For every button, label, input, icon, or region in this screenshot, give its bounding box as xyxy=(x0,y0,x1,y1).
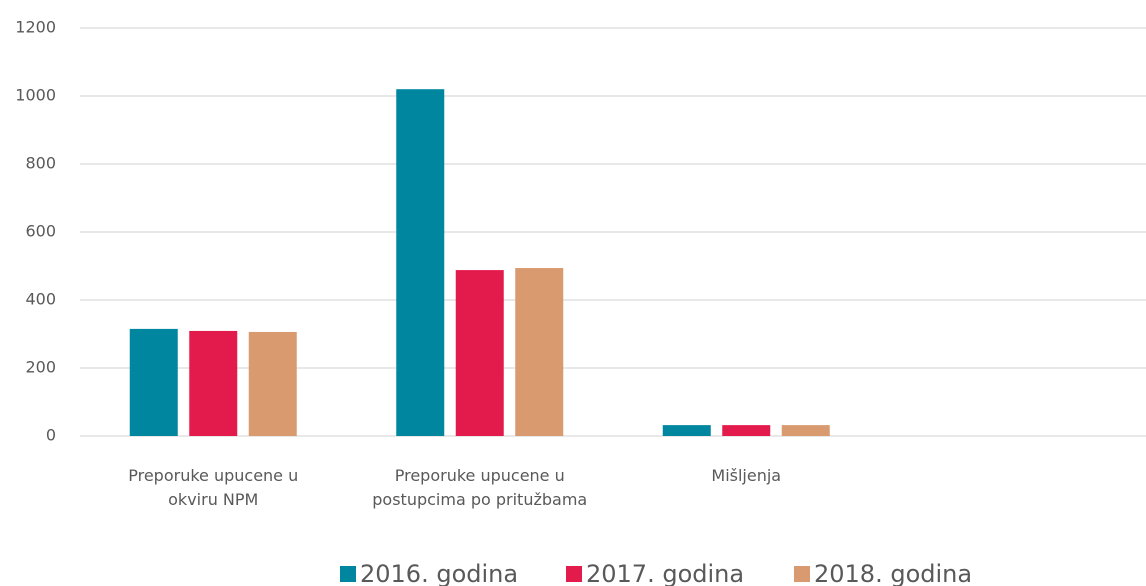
bar xyxy=(129,328,178,436)
bar xyxy=(189,330,238,436)
legend-swatch xyxy=(566,566,582,582)
bar xyxy=(781,425,830,436)
y-tick-label: 0 xyxy=(46,426,56,445)
legend-label: 2017. godina xyxy=(586,560,744,586)
bar xyxy=(455,270,504,436)
x-tick-label: Preporuke upucene u okviru NPM xyxy=(128,466,299,509)
bar xyxy=(248,331,297,436)
bar xyxy=(722,425,771,436)
bar xyxy=(396,89,445,436)
y-tick-label: 200 xyxy=(25,358,56,377)
y-tick-label: 400 xyxy=(25,290,56,309)
bar xyxy=(662,425,711,436)
y-tick-label: 600 xyxy=(25,222,56,241)
x-tick-label: Mišljenja xyxy=(711,466,782,485)
x-tick-label: Preporuke upucene u postupcima po prituž… xyxy=(372,466,588,509)
legend-label: 2018. godina xyxy=(814,560,972,586)
y-tick-label: 1000 xyxy=(15,86,56,105)
y-tick-label: 1200 xyxy=(15,18,56,37)
y-tick-label: 800 xyxy=(25,154,56,173)
legend-swatch xyxy=(340,566,356,582)
legend-swatch xyxy=(794,566,810,582)
bar xyxy=(515,268,564,436)
legend-label: 2016. godina xyxy=(360,560,518,586)
